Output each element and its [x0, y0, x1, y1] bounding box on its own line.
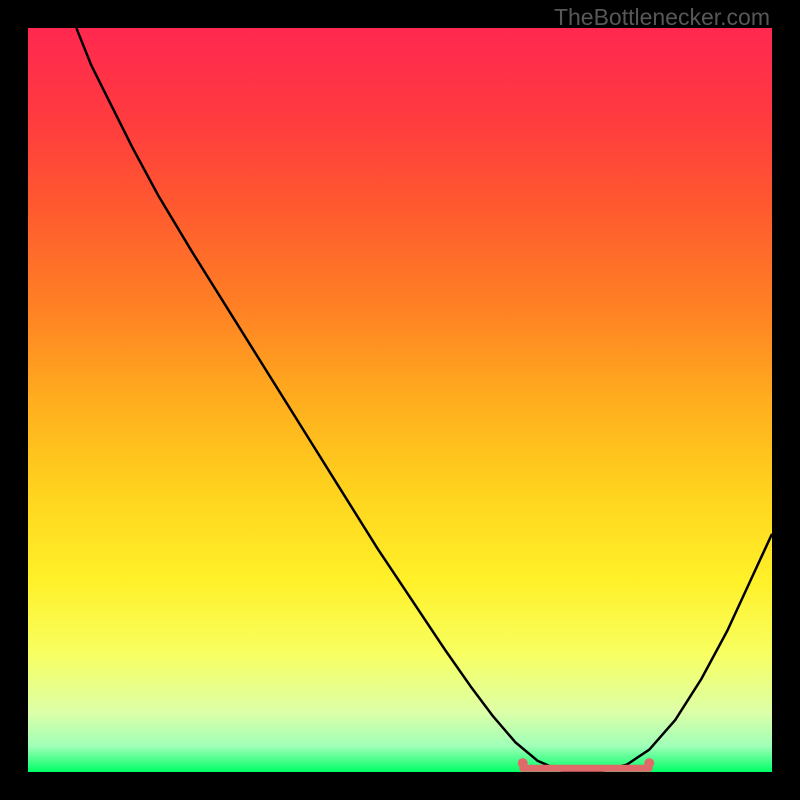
optimal-range-dot — [518, 758, 528, 768]
optimal-range-dot — [644, 758, 654, 768]
bottleneck-chart — [0, 0, 800, 800]
watermark-text: TheBottlenecker.com — [554, 4, 770, 31]
gradient-background — [28, 28, 772, 772]
